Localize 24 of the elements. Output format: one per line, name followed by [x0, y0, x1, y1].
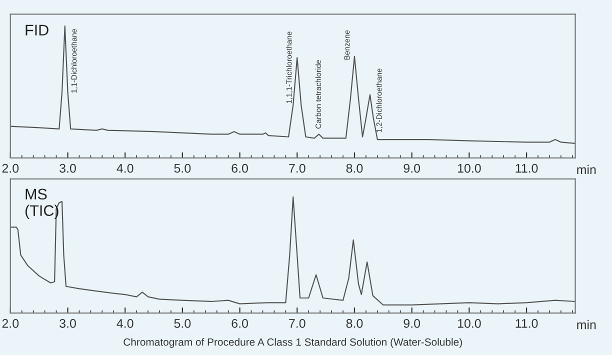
x-axis-title: min — [577, 320, 596, 330]
x-axis-title: min — [577, 164, 596, 174]
x-tick-label: 4.0 — [116, 318, 134, 328]
x-tick-label: 4.0 — [116, 164, 134, 173]
x-tick-label: 9.0 — [404, 318, 420, 328]
x-tick-label: 10.0 — [458, 318, 481, 328]
x-tick-label: 6.0 — [232, 164, 248, 173]
x-tick-label: 2.0 — [2, 318, 19, 328]
text: Chromatogram of Procedure A Class 1 Standard Solution (Water-Soluble) — [124, 338, 462, 348]
x-tick-label: 8.0 — [346, 318, 363, 328]
x-tick-label: 11.0 — [516, 164, 538, 173]
x-tick-label: 5.0 — [174, 164, 191, 173]
x-tick-label: 3.0 — [60, 318, 76, 328]
x-tick-label: 7.0 — [289, 318, 306, 328]
x-tick-label: 11.0 — [516, 318, 538, 328]
x-tick-label: 5.0 — [174, 318, 191, 328]
chart-title: FID — [26, 24, 48, 36]
x-tick-label: 7.0 — [289, 164, 306, 173]
x-tick-label: 10.0 — [458, 164, 481, 173]
x-tick-label: 2.0 — [2, 164, 19, 173]
x-tick-label: 6.0 — [232, 318, 248, 328]
x-tick-label: 8.0 — [346, 164, 363, 173]
x-tick-label: 3.0 — [60, 164, 76, 173]
x-tick-label: 9.0 — [404, 164, 420, 173]
